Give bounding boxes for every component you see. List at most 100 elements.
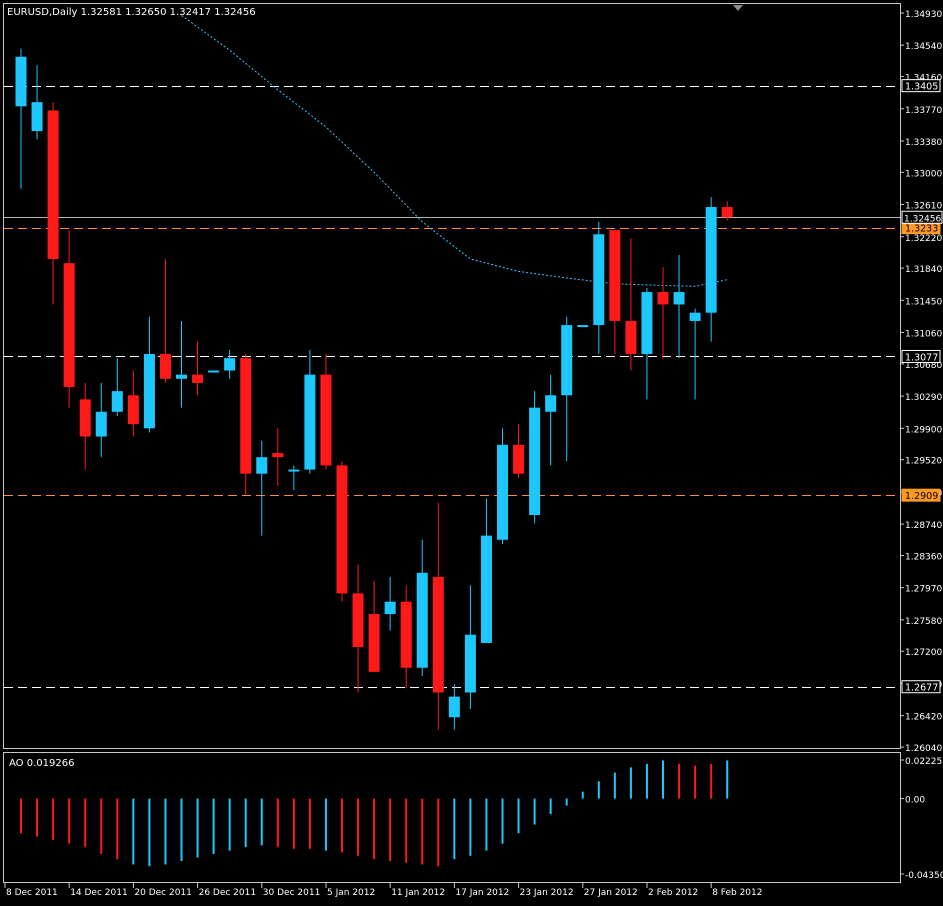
candle (127, 370, 139, 437)
candle-body (497, 444, 508, 540)
indicator-header: AO 0.019266 (9, 758, 74, 769)
candle-body (577, 325, 589, 328)
candle (545, 374, 557, 466)
ao-tick-label: 0.00 (905, 796, 925, 806)
candle-body (272, 453, 284, 458)
price-tick-label: 1.26420 (905, 713, 942, 723)
candle (111, 358, 123, 416)
candle-body (176, 374, 187, 379)
level-lines (4, 86, 900, 688)
candle-body (31, 102, 43, 132)
candle (689, 308, 701, 400)
time-tick-label: 8 Dec 2011 (6, 888, 58, 898)
candle (272, 428, 284, 487)
current-price-tag-label: 1.32456 (904, 214, 941, 224)
candle-body (529, 407, 541, 515)
price-tick-label: 1.29900 (905, 425, 942, 435)
price-tick-label: 1.27200 (905, 648, 942, 658)
level-tag-label: 1.3405 (905, 82, 938, 93)
candle (256, 440, 268, 536)
candle (368, 581, 380, 672)
time-tick-label: 8 Feb 2012 (712, 888, 762, 898)
symbol-header: EURUSD,Daily 1.32581 1.32650 1.32417 1.3… (7, 7, 256, 18)
candle (705, 197, 717, 342)
candle (384, 576, 396, 631)
chart-shift-marker-icon[interactable] (733, 5, 743, 11)
price-tick-label: 1.30290 (905, 393, 942, 403)
candle-body (95, 411, 107, 437)
candle-body (208, 370, 220, 373)
candle-body (657, 292, 669, 305)
candle (304, 349, 316, 474)
candle-body (513, 444, 525, 474)
time-tick-label: 27 Jan 2012 (584, 888, 638, 898)
candle-body (561, 325, 573, 396)
price-tick-label: 1.30680 (905, 361, 942, 371)
candle-body (400, 601, 412, 668)
ao-histogram (20, 760, 729, 867)
candle-body (641, 292, 653, 354)
price-tick-label: 1.31840 (905, 265, 942, 275)
price-tick-label: 1.32220 (905, 234, 942, 244)
candle (95, 382, 107, 458)
level-tag-label: 1.2677 (905, 683, 938, 694)
candle-body (304, 374, 316, 470)
candle (673, 254, 685, 359)
candle (224, 349, 236, 379)
indicator-frame (3, 752, 901, 883)
candle-body (352, 593, 364, 648)
candle (63, 230, 75, 408)
price-tick-label: 1.29520 (905, 457, 942, 467)
candle (464, 585, 476, 710)
candle-body (448, 696, 460, 718)
candle (561, 316, 573, 462)
candle (320, 353, 332, 470)
time-tick-label: 23 Jan 2012 (520, 888, 574, 898)
candle (432, 502, 444, 730)
time-tick-label: 26 Dec 2011 (199, 888, 257, 898)
price-tick-label: 1.34540 (905, 42, 942, 52)
level-tag-label: 1.3077 (905, 352, 938, 363)
candle-body (336, 465, 348, 594)
time-tick-label: 14 Dec 2011 (70, 888, 128, 898)
candle-body (368, 614, 380, 672)
candle-body (159, 353, 171, 379)
candle (176, 320, 187, 408)
price-tick-label: 1.26040 (905, 744, 942, 754)
candle-body (545, 395, 557, 412)
level-tags: 1.3405 1.3233 1.3077 1.2909 1.2677 1.32456 (901, 79, 943, 694)
ao-tick-label: 0.02225 (905, 757, 942, 767)
candle (593, 221, 605, 354)
candle (336, 461, 348, 602)
candle (609, 230, 621, 354)
candle (240, 353, 252, 495)
candle-body (143, 353, 155, 429)
time-tick-label: 20 Dec 2011 (134, 888, 192, 898)
candle-body (47, 110, 59, 260)
price-tick-label: 1.31060 (905, 330, 942, 340)
candle (513, 424, 525, 478)
candle-body (432, 576, 444, 693)
candle (208, 370, 220, 373)
candle (657, 267, 669, 359)
price-tick-label: 1.28360 (905, 552, 942, 562)
level-tag-box (901, 680, 941, 694)
candle-body (127, 395, 139, 425)
price-tick-label: 1.27970 (905, 585, 942, 595)
candle (400, 585, 412, 689)
candle (480, 498, 492, 643)
price-tick-label: 1.32610 (905, 202, 942, 212)
main-chart-frame (3, 3, 901, 749)
time-tick-label: 11 Jan 2012 (391, 888, 445, 898)
price-axis: 1.34930 1.34540 1.34160 1.33770 1.33380 1.330… (900, 10, 942, 754)
candle (47, 102, 59, 305)
level-tag-box (901, 488, 941, 502)
level-tag-label: 1.2909 (905, 491, 938, 502)
price-tick-label: 1.28740 (905, 521, 942, 531)
price-tick-label: 1.33770 (905, 106, 942, 116)
candle-body (689, 312, 701, 321)
price-tick-label: 1.33000 (905, 169, 942, 179)
candle (577, 325, 589, 328)
